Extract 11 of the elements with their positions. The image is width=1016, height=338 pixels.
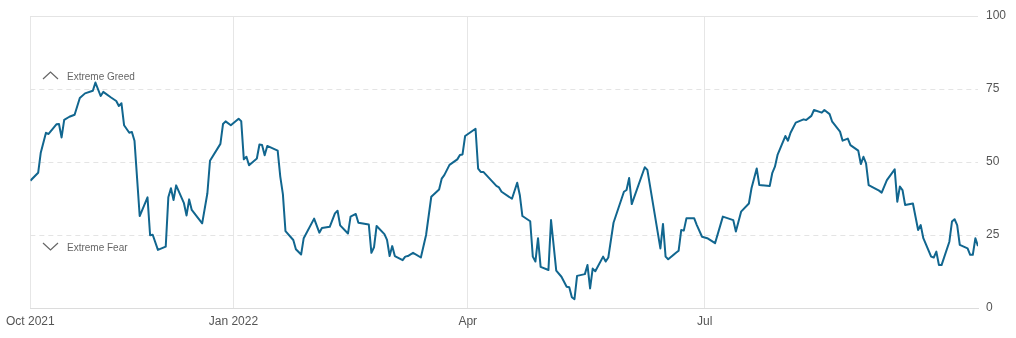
y-tick-label: 25: [986, 227, 1000, 242]
y-tick-label: 100: [986, 8, 1007, 23]
annotation: Extreme Greed: [67, 70, 135, 82]
y-tick-label: 75: [986, 81, 1000, 96]
x-tick-label: Jan 2022: [208, 313, 259, 328]
y-tick-label: 0: [986, 300, 993, 315]
x-tick-label: Oct 2021: [6, 313, 56, 328]
x-tick-label: Apr: [458, 313, 478, 328]
x-tick-label: Jul: [696, 313, 713, 328]
y-tick-label: 50: [986, 154, 1000, 169]
annotation: Extreme Fear: [67, 241, 129, 253]
